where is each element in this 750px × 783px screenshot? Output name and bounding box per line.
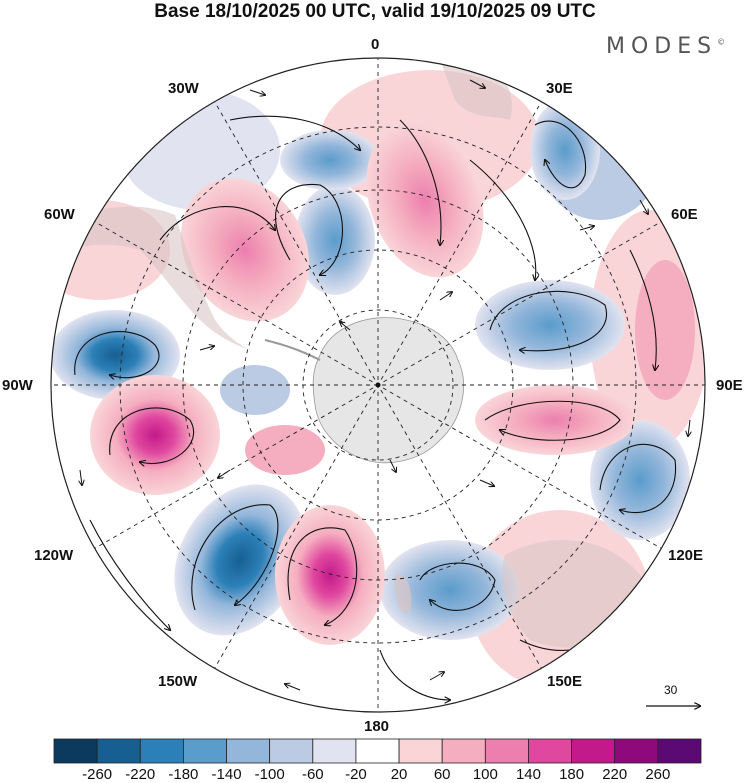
low-anomaly-southeast — [590, 420, 690, 540]
colorbar-tick-label: -180 — [168, 766, 199, 783]
high-anomaly-inner — [245, 425, 325, 475]
colorbar-tick-label: 20 — [390, 766, 408, 783]
colorbar-tick-label: 260 — [645, 766, 671, 783]
colorbar-swatch — [657, 738, 702, 764]
new-zealand-landmass — [395, 574, 412, 614]
map-boundary — [50, 57, 706, 713]
colorbar-tick-label: -60 — [301, 766, 324, 783]
high-anomaly-far-east — [635, 260, 695, 400]
colorbar-swatch — [441, 738, 486, 764]
colorbar-tick-label: 60 — [433, 766, 451, 783]
south-pole-marker — [375, 382, 381, 388]
high-anomaly-northwest — [180, 178, 310, 322]
colorbar-swatch — [484, 738, 529, 764]
lon-label-180: 180 — [364, 718, 390, 735]
lon-label-30e: 30E — [546, 80, 573, 97]
lon-label-150e: 150E — [547, 673, 583, 690]
colorbar-swatch — [528, 738, 573, 764]
high-anomaly-north — [366, 122, 484, 278]
low-anomaly-northeast — [530, 100, 600, 200]
colorbar-tick-label: -140 — [211, 766, 242, 783]
low-anomaly-northwest — [280, 130, 380, 190]
colorbar-swatch — [226, 738, 271, 764]
brand-mark: © — [717, 37, 726, 47]
colorbar-tick-label: 100 — [472, 766, 498, 783]
lon-label-60e: 60E — [671, 206, 698, 223]
colorbar-swatch — [614, 738, 659, 764]
high-anomaly-south — [275, 505, 385, 645]
modes-logo: MODES© — [606, 34, 725, 59]
colorbar-tick-label: -20 — [345, 766, 367, 783]
low-anomaly-north — [295, 185, 375, 295]
colorbar-swatch — [96, 738, 141, 764]
south-america-landmass — [51, 206, 250, 350]
colorbar-swatch — [53, 738, 98, 764]
lon-label-90w: 90W — [2, 377, 33, 394]
colorbar-tick-label: -220 — [125, 766, 156, 783]
colorbar-swatch — [182, 738, 227, 764]
lon-label-30w: 30W — [168, 80, 199, 97]
colorbar-swatch — [355, 738, 400, 764]
colorbar-tick-label: -100 — [254, 766, 285, 783]
colorbar-tick-label: 140 — [515, 766, 541, 783]
high-anomaly-east — [475, 385, 635, 455]
high-anomaly-west — [90, 375, 220, 495]
brand-text: MODES — [606, 34, 718, 59]
low-anomaly-inner — [220, 365, 290, 415]
colorbar-swatch — [398, 738, 443, 764]
colorbar-swatch — [312, 738, 357, 764]
antarctic-peninsula — [264, 339, 321, 361]
colorbar-tick-label: 180 — [559, 766, 585, 783]
antarctica-landmass — [312, 317, 464, 464]
colorbar-swatch — [269, 738, 314, 764]
low-anomaly-south — [380, 540, 520, 640]
map-title: Base 18/10/2025 00 UTC, valid 19/10/2025… — [154, 1, 596, 22]
lon-label-0: 0 — [371, 36, 380, 53]
colorbar-swatch — [139, 738, 184, 764]
lon-label-60w: 60W — [44, 206, 75, 223]
colorbar-swatch — [571, 738, 616, 764]
lon-label-150w: 150W — [158, 673, 198, 690]
reference-vector-label: 30 — [664, 683, 678, 697]
colorbar-tick-label: -260 — [82, 766, 113, 783]
low-anomaly-southwest — [174, 484, 306, 636]
colorbar-tick-label: 220 — [602, 766, 628, 783]
lon-label-120e: 120E — [668, 547, 704, 564]
lon-label-90e: 90E — [716, 377, 743, 394]
lon-label-120w: 120W — [34, 547, 74, 564]
colorbar — [53, 738, 702, 764]
